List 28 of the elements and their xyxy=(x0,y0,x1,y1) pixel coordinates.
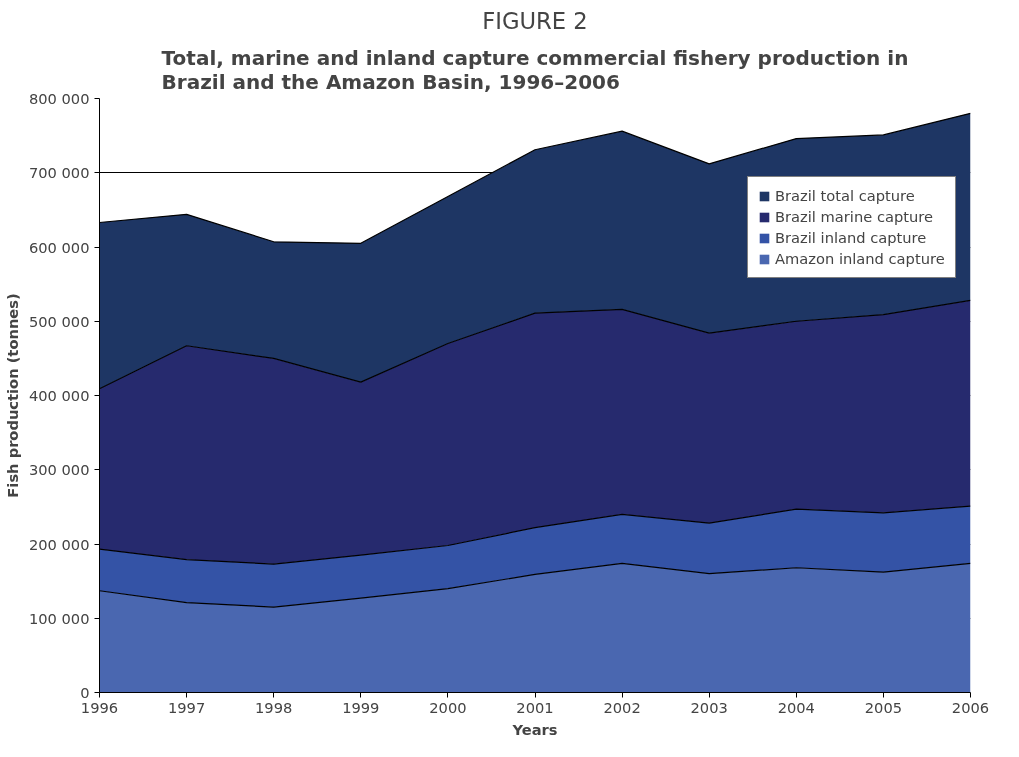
x-axis-title: Years xyxy=(511,720,558,738)
x-tick-label: 2005 xyxy=(864,698,903,716)
x-tick-label: 2006 xyxy=(951,698,990,716)
chart-title: FIGURE 2 xyxy=(482,7,588,34)
legend-label: Brazil marine capture xyxy=(775,208,933,225)
legend-label: Brazil total capture xyxy=(775,187,915,204)
x-tick-label: 1996 xyxy=(80,698,119,716)
y-tick-label: 500 000 xyxy=(28,312,90,330)
x-tick-label: 1997 xyxy=(167,698,206,716)
y-tick-label: 100 000 xyxy=(28,609,90,627)
y-tick-label: 300 000 xyxy=(28,461,90,479)
chart-subtitle: Total, marine and inland capture commercial fishery production in Brazil and the Amazon Basin, 1996–2006 xyxy=(161,45,909,94)
y-tick-label: 800 000 xyxy=(28,90,90,107)
legend-label: Amazon inland capture xyxy=(775,250,945,267)
y-axis-title: Fish production (tonnes) xyxy=(3,293,21,498)
y-tick-label: 200 000 xyxy=(28,535,90,553)
x-tick-label: 2000 xyxy=(429,698,467,716)
x-tick-label: 2001 xyxy=(516,698,554,716)
legend-label: Brazil inland capture xyxy=(775,229,927,246)
x-tick-label: 2004 xyxy=(777,698,815,716)
y-tick-label: 600 000 xyxy=(28,238,90,256)
y-tick-label: 700 000 xyxy=(28,164,90,182)
x-tick-label: 2002 xyxy=(603,698,641,716)
y-tick-label: 0 xyxy=(80,684,90,701)
x-tick-label: 1999 xyxy=(342,698,380,716)
x-tick-label: 2003 xyxy=(690,698,728,716)
x-tick-label: 1998 xyxy=(255,698,293,716)
y-tick-label: 400 000 xyxy=(28,387,90,404)
